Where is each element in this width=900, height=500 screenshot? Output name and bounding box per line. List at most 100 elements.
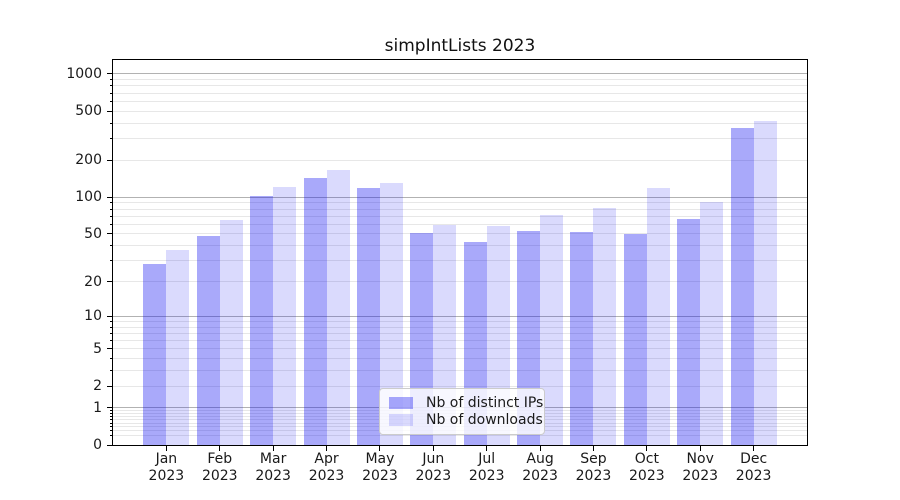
y-tick-label: 100 <box>75 189 102 206</box>
x-tick-label-month: Feb <box>207 451 233 467</box>
gridline-minor <box>113 245 807 247</box>
gridline-minor <box>113 100 807 102</box>
gridline-minor <box>113 79 807 81</box>
y-minor-tick-mark <box>110 215 113 217</box>
gridline-minor <box>113 208 807 210</box>
y-minor-tick-mark <box>110 422 113 424</box>
y-tick-mark <box>107 385 113 387</box>
x-tick-mark <box>379 446 381 451</box>
x-tick-label: May 2023 <box>340 451 420 485</box>
y-tick-mark <box>107 159 113 161</box>
gridline-minor <box>113 215 807 217</box>
gridline-minor <box>113 110 807 112</box>
y-minor-tick-mark <box>110 79 113 81</box>
x-tick-label-month: Aug <box>526 451 554 467</box>
y-tick-label: 0 <box>93 437 102 453</box>
y-minor-tick-mark <box>110 370 113 372</box>
gridline-minor <box>113 370 807 372</box>
x-tick-mark <box>165 446 167 451</box>
gridline-minor <box>113 223 807 225</box>
x-tick-mark <box>486 446 488 451</box>
x-tick-mark <box>699 446 701 451</box>
x-tick-label-month: Apr <box>314 451 339 467</box>
gridline-minor <box>113 326 807 328</box>
bar-downloads-jan <box>166 249 190 445</box>
x-tick-label-year: 2023 <box>201 468 238 484</box>
y-minor-tick-mark <box>110 122 113 124</box>
bar-distinct-ips-feb <box>196 236 220 445</box>
x-tick-label-month: Oct <box>634 451 659 467</box>
legend: Nb of distinct IPs Nb of downloads <box>379 388 545 435</box>
x-tick-label-year: 2023 <box>468 468 505 484</box>
y-tick-label: 20 <box>84 273 102 290</box>
y-tick-mark <box>107 281 113 282</box>
y-tick-label: 5 <box>93 340 102 357</box>
gridline-minor <box>113 260 807 262</box>
gridline-minor <box>113 434 807 436</box>
y-minor-tick-mark <box>110 434 113 436</box>
x-tick-label-year: 2023 <box>415 468 452 484</box>
y-tick-mark <box>107 315 113 317</box>
bar-downloads-apr <box>326 169 350 445</box>
gridline-major <box>113 73 807 75</box>
gridline-minor <box>113 348 807 350</box>
y-tick-label: 2 <box>93 378 102 394</box>
y-tick-label: 50 <box>84 225 102 242</box>
x-tick-label-year: 2023 <box>362 468 398 484</box>
x-tick-mark <box>592 446 594 451</box>
y-tick-mark <box>107 444 113 446</box>
y-minor-tick-mark <box>110 92 113 94</box>
gridline-minor <box>113 92 807 94</box>
bar-downloads-oct <box>646 188 670 445</box>
y-tick-mark <box>107 407 113 409</box>
y-minor-tick-mark <box>110 202 113 204</box>
gridline-minor <box>113 320 807 322</box>
bar-distinct-ips-nov <box>677 219 701 445</box>
gridline-major <box>113 196 807 198</box>
x-tick-label-year: 2023 <box>522 468 558 484</box>
x-tick-label-month: Jun <box>422 451 445 467</box>
legend-item-distinct-ips: Nb of distinct IPs <box>389 395 543 411</box>
y-tick-label: 1000 <box>66 65 102 82</box>
y-tick-mark <box>107 110 113 112</box>
x-tick-label-month: Mar <box>259 451 287 467</box>
legend-label-downloads: Nb of downloads <box>426 412 543 429</box>
x-tick-mark <box>272 446 274 451</box>
x-tick-label-month: Jul <box>478 451 496 467</box>
x-tick-label: Dec 2023 <box>714 451 794 485</box>
gridline-minor <box>113 122 807 124</box>
y-tick-mark <box>107 73 113 75</box>
y-tick-label: 1 <box>93 399 102 416</box>
x-tick-label-month: Jan <box>155 451 178 467</box>
legend-item-downloads: Nb of downloads <box>389 412 543 428</box>
x-tick-label: Aug 2023 <box>500 451 580 485</box>
x-tick-label: Jan 2023 <box>126 451 206 485</box>
legend-swatch-distinct-ips <box>389 396 413 409</box>
x-tick-label-year: 2023 <box>255 468 291 484</box>
gridline-minor <box>113 385 807 387</box>
x-tick-label-year: 2023 <box>308 468 345 484</box>
x-tick-label: Sep 2023 <box>553 451 633 485</box>
bar-distinct-ips-jan <box>143 264 167 445</box>
x-tick-label: Jun 2023 <box>393 451 473 485</box>
bar-distinct-ips-sep <box>570 231 594 445</box>
bar-distinct-ips-oct <box>623 233 647 445</box>
x-tick-label-year: 2023 <box>735 468 772 484</box>
y-minor-tick-mark <box>110 358 113 360</box>
bar-downloads-aug <box>540 214 564 445</box>
bar-distinct-ips-apr <box>303 178 327 445</box>
x-tick-label-year: 2023 <box>575 468 612 484</box>
gridline-minor <box>113 85 807 87</box>
gridline-minor <box>113 202 807 204</box>
y-tick-label: 200 <box>75 152 102 169</box>
gridline-minor <box>113 340 807 341</box>
x-tick-label: Nov 2023 <box>660 451 740 485</box>
y-minor-tick-mark <box>110 100 113 102</box>
y-minor-tick-mark <box>110 332 113 334</box>
bar-downloads-mar <box>273 186 297 445</box>
y-minor-tick-mark <box>110 412 113 414</box>
y-minor-tick-mark <box>110 410 113 412</box>
x-tick-label: Feb 2023 <box>180 451 260 485</box>
y-minor-tick-mark <box>110 138 113 140</box>
